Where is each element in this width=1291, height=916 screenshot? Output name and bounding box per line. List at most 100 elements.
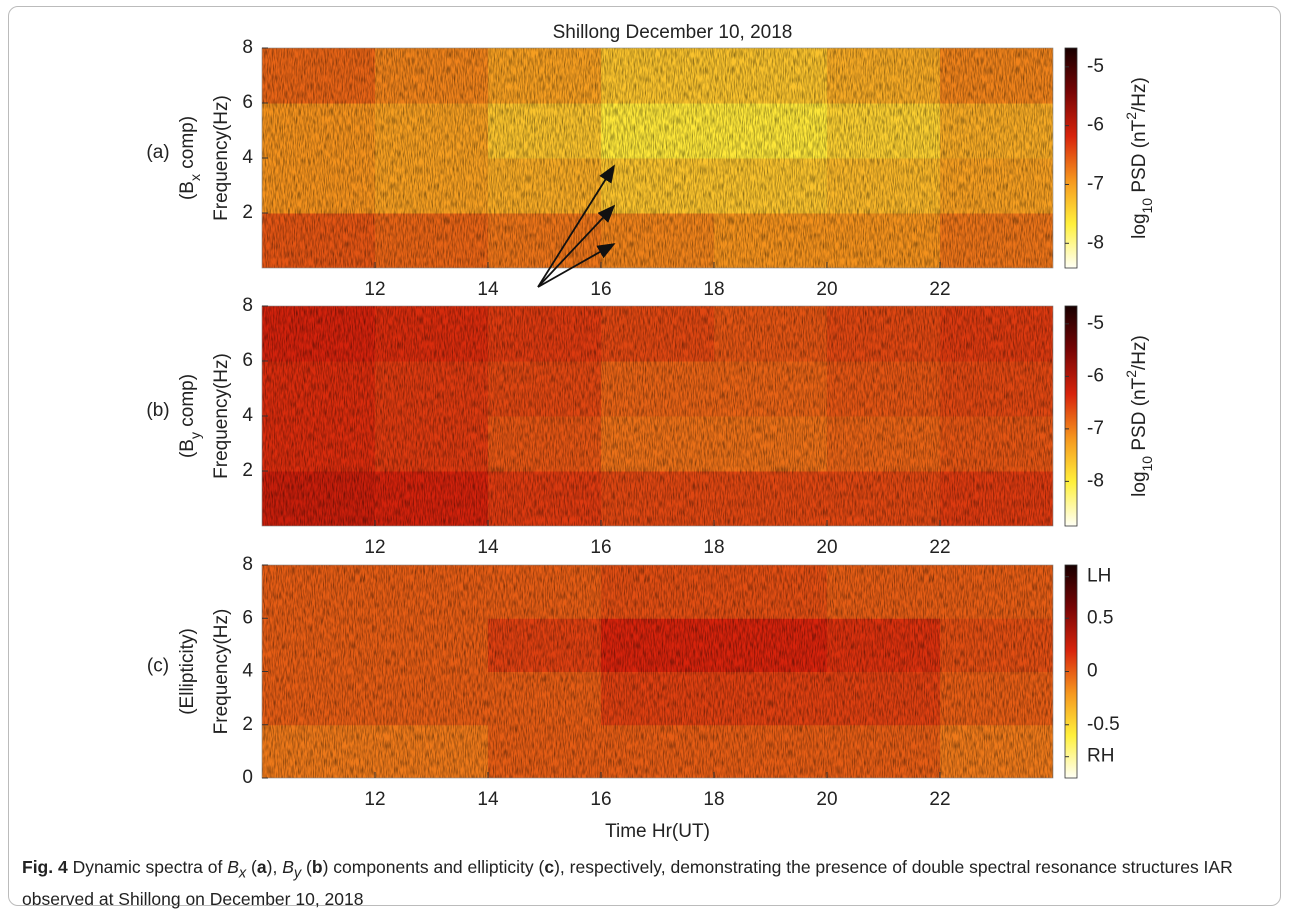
x-tick-label: 20: [816, 789, 837, 810]
label-part: 10: [1139, 456, 1155, 472]
colorbar-label: log10 PSD (nT2/Hz): [1123, 335, 1155, 497]
y-tick-label: 4: [242, 405, 253, 426]
y-label-name: (Bx comp): [177, 116, 203, 200]
y-tick-label: 8: [242, 295, 253, 316]
x-tick-label: 18: [703, 789, 724, 810]
caption-text: c: [544, 857, 555, 877]
label-part: 2: [1123, 370, 1139, 378]
spectrogram: [262, 306, 1053, 526]
label-part: /Hz): [1129, 335, 1150, 370]
label-part: x: [187, 174, 203, 181]
label-part: (Ellipticity): [177, 628, 198, 715]
x-tick-label: 14: [477, 279, 499, 300]
x-tick-label: 20: [816, 279, 837, 300]
caption-text: (: [301, 857, 312, 877]
colorbar-tick-label: -8: [1087, 232, 1104, 253]
annotation-arrows: [537, 164, 616, 288]
colorbar-label: log10 PSD (nT2/Hz): [1123, 77, 1155, 239]
colorbar-tick-label: -6: [1087, 115, 1104, 136]
arrow: [537, 243, 616, 288]
caption-text: a: [256, 857, 267, 877]
caption-text: b: [311, 857, 323, 877]
x-tick-label: 12: [364, 537, 385, 558]
label-part: /Hz): [1129, 77, 1150, 112]
colorbar-tick-label: -6: [1087, 365, 1104, 386]
texture: [262, 565, 1053, 778]
arrow: [537, 164, 615, 288]
colorbar-tick-label: -5: [1087, 313, 1104, 334]
y-tick-label: 6: [242, 92, 253, 113]
y-tick-label: 4: [242, 147, 253, 168]
colorbar-tick-label: 0: [1087, 661, 1098, 682]
colorbar-tick-label: 0.5: [1087, 607, 1113, 628]
colorbar-tick-label: -8: [1087, 470, 1104, 491]
x-tick-label: 22: [929, 537, 950, 558]
y-tick-label: 8: [242, 554, 253, 575]
y-tick-label: 0: [242, 767, 253, 788]
label-part: comp): [177, 374, 198, 432]
y-tick-label: 2: [242, 714, 253, 735]
texture: [262, 48, 1053, 268]
label-part: comp): [177, 116, 198, 174]
x-tick-label: 14: [477, 537, 499, 558]
x-tick-label: 18: [703, 279, 724, 300]
y-tick-label: 4: [242, 661, 253, 682]
label-part: 2: [1123, 112, 1139, 120]
colorbar-tick-label: -5: [1087, 56, 1104, 77]
caption-text: ),: [266, 857, 283, 877]
x-tick-label: 12: [364, 279, 385, 300]
arrow: [537, 204, 616, 288]
label-part: PSD (nT: [1129, 119, 1150, 198]
y-label-name: (Ellipticity): [177, 628, 198, 715]
caption-text: Dynamic spectra of: [67, 857, 228, 877]
x-tick-label: 22: [929, 789, 950, 810]
figure-frame: [8, 6, 1281, 906]
caption-text: ) components and ellipticity (: [322, 857, 545, 877]
chart-title: Shillong December 10, 2018: [553, 22, 793, 43]
caption-text: (: [246, 857, 257, 877]
label-part: (B: [177, 181, 198, 200]
caption-text: y: [293, 865, 302, 882]
colorbar-tick-label: RH: [1087, 746, 1114, 767]
label-part: PSD (nT: [1129, 377, 1150, 456]
y-label: Frequency(Hz): [211, 609, 232, 735]
y-tick-label: 2: [242, 202, 253, 223]
x-tick-label: 16: [590, 279, 611, 300]
texture: [262, 306, 1053, 526]
y-label: Frequency(Hz): [211, 95, 232, 221]
spectrogram: [262, 48, 1053, 268]
y-tick-label: 2: [242, 460, 253, 481]
x-label: Time Hr(UT): [605, 821, 710, 842]
colorbar: [1064, 47, 1078, 269]
caption: Fig. 4 Dynamic spectra of Bx (a), By (b)…: [22, 855, 1262, 912]
caption-text: B: [227, 857, 239, 877]
x-tick-label: 18: [703, 537, 724, 558]
y-tick-label: 8: [242, 37, 253, 58]
colorbar: [1064, 305, 1078, 527]
label-part: y: [187, 432, 203, 439]
label-part: log: [1129, 471, 1150, 496]
x-tick-label: 12: [364, 789, 385, 810]
y-label: Frequency(Hz): [211, 353, 232, 479]
caption-text: ), respectively, demonstrating the prese…: [22, 857, 1233, 909]
y-tick-label: 6: [242, 607, 253, 628]
caption-text: x: [238, 865, 247, 882]
label-part: (B: [177, 439, 198, 458]
caption-label: Fig. 4: [22, 857, 68, 877]
x-tick-label: 20: [816, 537, 837, 558]
colorbar-tick-label: -7: [1087, 418, 1104, 439]
colorbar-tick-label: -0.5: [1087, 714, 1120, 735]
label-part: 10: [1139, 198, 1155, 214]
x-tick-label: 16: [590, 537, 611, 558]
panel-label: (a): [146, 142, 169, 163]
panel-label: (b): [146, 400, 169, 421]
label-part: log: [1129, 213, 1150, 238]
x-tick-label: 16: [590, 789, 611, 810]
x-tick-label: 14: [477, 789, 499, 810]
colorbar-tick-label: LH: [1087, 566, 1111, 587]
y-label-name: (By comp): [177, 374, 203, 458]
y-tick-label: 6: [242, 350, 253, 371]
x-tick-label: 22: [929, 279, 950, 300]
